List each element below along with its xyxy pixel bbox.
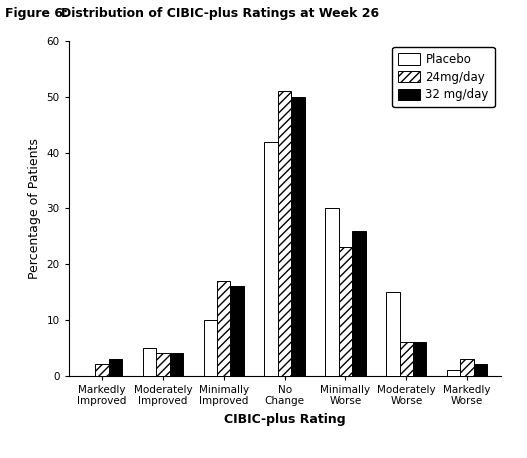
Bar xyxy=(143,348,156,376)
Legend: Placebo, 24mg/day, 32 mg/day: Placebo, 24mg/day, 32 mg/day xyxy=(393,47,495,107)
Bar xyxy=(352,231,366,376)
Text: Distribution of CIBIC-plus Ratings at Week 26: Distribution of CIBIC-plus Ratings at We… xyxy=(61,7,379,20)
Text: Figure 6:: Figure 6: xyxy=(5,7,69,20)
Bar xyxy=(203,320,217,376)
Bar xyxy=(461,359,474,376)
Bar xyxy=(413,342,426,376)
Bar xyxy=(170,353,183,376)
Bar xyxy=(447,370,461,376)
Y-axis label: Percentage of Patients: Percentage of Patients xyxy=(28,138,41,279)
Bar xyxy=(95,365,109,376)
Bar xyxy=(339,247,352,376)
Bar xyxy=(386,292,399,376)
Bar xyxy=(399,342,413,376)
Bar xyxy=(230,286,244,376)
Bar xyxy=(156,353,170,376)
Bar xyxy=(474,365,487,376)
Bar xyxy=(217,281,230,376)
Bar xyxy=(291,97,305,376)
Bar xyxy=(278,92,291,376)
Bar xyxy=(325,208,339,376)
X-axis label: CIBIC-plus Rating: CIBIC-plus Rating xyxy=(224,413,345,426)
Bar xyxy=(109,359,122,376)
Bar xyxy=(265,142,278,376)
